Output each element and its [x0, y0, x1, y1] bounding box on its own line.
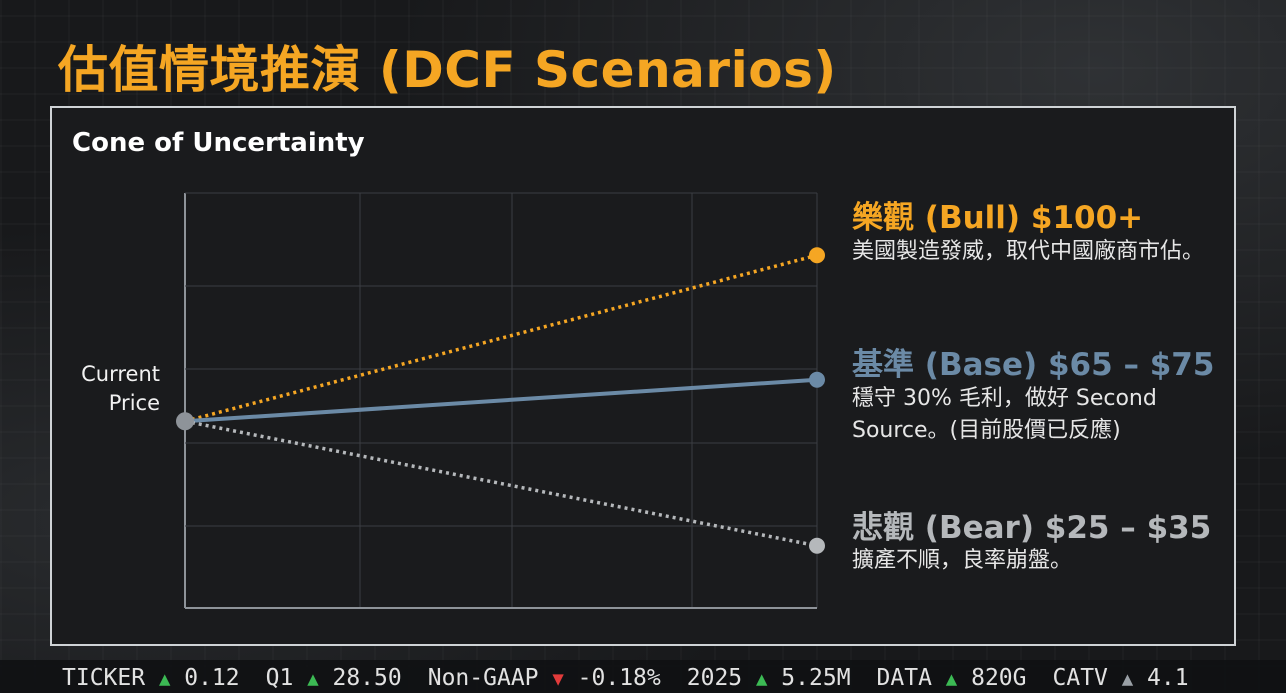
bull-scenario-description: 美國製造發威，取代中國廠商市佔。 [852, 239, 1205, 264]
ticker-item: DATA ▲ 820G [877, 665, 1027, 691]
ticker-item: Non-GAAP ▼ -0.18% [428, 665, 661, 691]
bull-scenario-line [184, 253, 818, 423]
chart-title: Cone of Uncertainty [72, 128, 365, 158]
chart-panel: Cone of Uncertainty Current Price 樂觀 (Bu… [50, 106, 1236, 646]
ticker-label: Non-GAAP [427, 665, 553, 691]
up-arrow-icon: ▲ [1121, 668, 1134, 690]
base-scenario-description-line1: 穩守 30% 毛利，做好 Second [852, 386, 1157, 411]
ticker-label: 2025 [686, 665, 756, 691]
ticker-item: CATV ▲ 4.1 [1053, 665, 1189, 691]
ticker-value: 4.1 [1133, 665, 1189, 691]
base-scenario-title: 基準 (Base) $65 – $75 [852, 347, 1215, 383]
up-arrow-icon: ▲ [158, 668, 171, 690]
bear-endpoint [809, 537, 825, 554]
ticker-item: TICKER ▲ 0.12 [62, 665, 240, 691]
base-scenario-line [184, 377, 818, 424]
current-price-label: Current Price [81, 362, 160, 415]
up-arrow-icon: ▲ [307, 668, 319, 690]
ticker-item: Q1 ▲ 28.50 [266, 665, 402, 691]
bull-scenario-title: 樂觀 (Bull) $100+ [852, 200, 1144, 236]
ticker-value: 820G [957, 665, 1027, 691]
ticker-value: 0.12 [170, 665, 240, 691]
ticker-label: CATV [1052, 665, 1122, 691]
ticker-value: -0.18% [563, 665, 661, 691]
ticker-bar: TICKER ▲ 0.12 Q1 ▲ 28.50 Non-GAAP ▼ -0.18%… [0, 660, 1286, 693]
ticker-item: 2025 ▲ 5.25M [687, 665, 851, 691]
ticker-value: 28.50 [318, 665, 402, 691]
bear-scenario-description: 擴產不順，良率崩盤。 [852, 548, 1073, 573]
bear-scenario-line [184, 419, 818, 548]
up-arrow-icon: ▲ [945, 668, 958, 690]
ticker-label: Q1 [265, 665, 308, 691]
bull-endpoint [809, 247, 825, 264]
bear-scenario-title: 悲觀 (Bear) $25 – $35 [852, 510, 1212, 546]
current-price-point [176, 412, 194, 431]
base-scenario-description-line2: Source。(目前股價已反應) [852, 418, 1121, 443]
down-arrow-icon: ▼ [552, 668, 564, 690]
chart-lines [184, 253, 818, 548]
ticker-label: TICKER [62, 665, 159, 691]
cone-chart [176, 192, 825, 609]
ticker-label: DATA [876, 665, 946, 691]
ticker-value: 5.25M [767, 665, 851, 691]
up-arrow-icon: ▲ [756, 668, 768, 690]
page-title: 估值情境推演 (DCF Scenarios) [58, 41, 837, 99]
base-endpoint [809, 371, 825, 388]
chart-points [176, 247, 825, 554]
